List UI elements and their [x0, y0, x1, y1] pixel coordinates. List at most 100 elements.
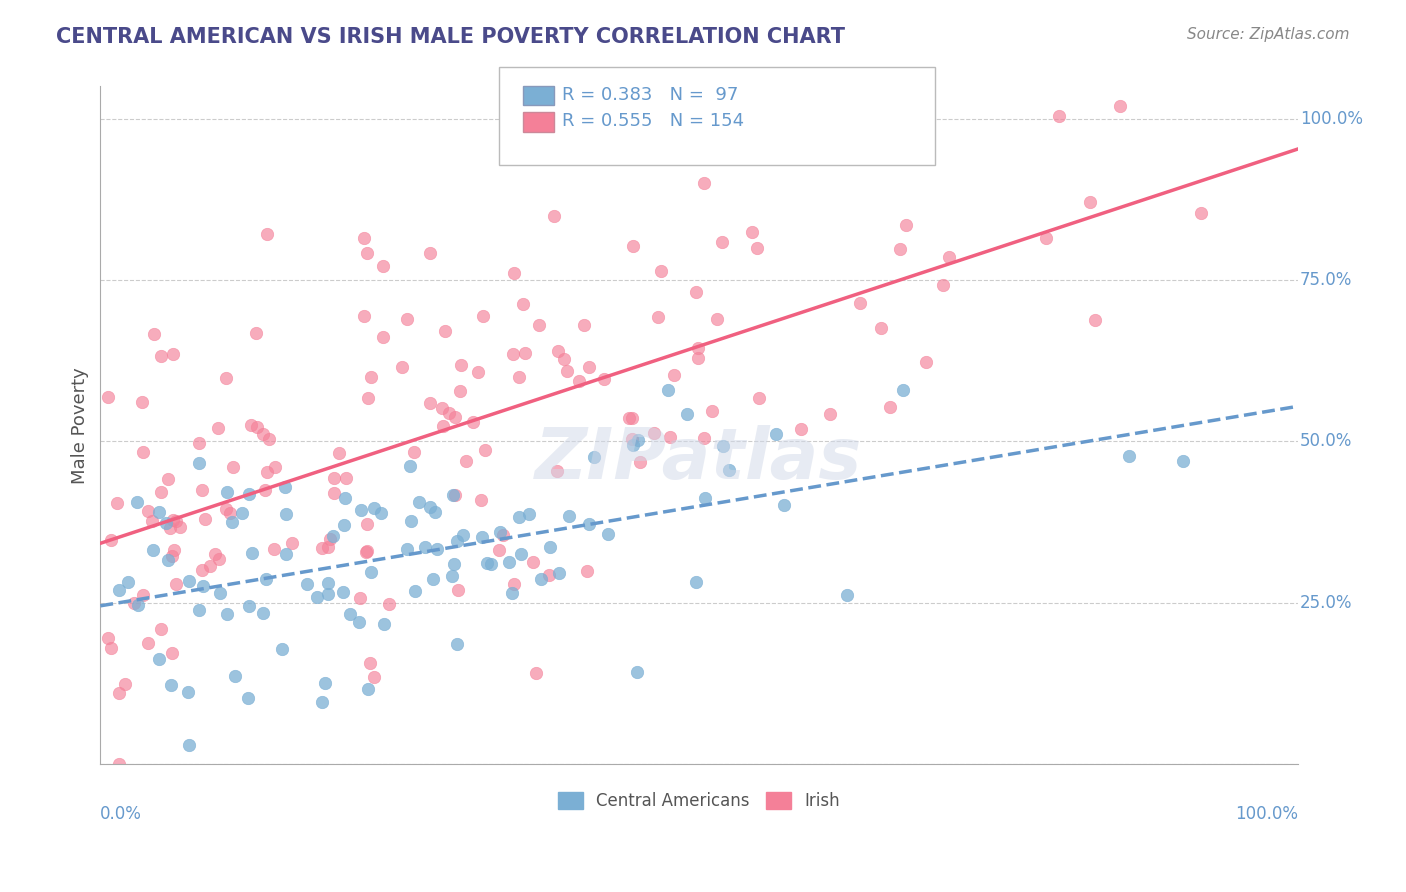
- Point: [451, 528, 474, 542]
- Point: [100, 640, 122, 655]
- Point: [508, 510, 530, 524]
- Point: [318, 586, 340, 600]
- Point: [257, 432, 280, 446]
- Point: [97, 631, 120, 645]
- Point: [307, 591, 329, 605]
- Point: [263, 542, 285, 557]
- Point: [160, 646, 183, 660]
- Point: [446, 637, 468, 651]
- Point: [419, 246, 441, 260]
- Point: [404, 445, 426, 459]
- Point: [441, 569, 464, 583]
- Y-axis label: Male Poverty: Male Poverty: [72, 367, 89, 483]
- Point: [122, 596, 145, 610]
- Point: [246, 420, 269, 434]
- Point: [391, 359, 413, 374]
- Point: [893, 383, 915, 397]
- Point: [502, 576, 524, 591]
- Point: [474, 442, 496, 457]
- Point: [238, 599, 260, 613]
- Point: [422, 572, 444, 586]
- Point: [322, 529, 344, 543]
- Point: [204, 547, 226, 561]
- Point: [915, 355, 938, 369]
- Point: [463, 415, 485, 429]
- Point: [621, 410, 644, 425]
- Point: [149, 623, 172, 637]
- Point: [221, 515, 243, 529]
- Text: 0.0%: 0.0%: [100, 805, 142, 823]
- Point: [479, 557, 502, 571]
- Point: [207, 551, 229, 566]
- Point: [162, 513, 184, 527]
- Point: [276, 548, 298, 562]
- Point: [214, 501, 236, 516]
- Point: [356, 517, 378, 532]
- Point: [349, 615, 371, 630]
- Point: [524, 666, 547, 681]
- Point: [107, 582, 129, 597]
- Point: [789, 422, 811, 436]
- Point: [772, 498, 794, 512]
- Point: [1189, 206, 1212, 220]
- Point: [419, 500, 441, 514]
- Point: [295, 577, 318, 591]
- Point: [353, 231, 375, 245]
- Text: 75.0%: 75.0%: [1301, 271, 1353, 289]
- Text: CENTRAL AMERICAN VS IRISH MALE POVERTY CORRELATION CHART: CENTRAL AMERICAN VS IRISH MALE POVERTY C…: [56, 27, 845, 46]
- Point: [433, 324, 456, 338]
- Point: [252, 606, 274, 620]
- Text: 100.0%: 100.0%: [1234, 805, 1298, 823]
- Point: [357, 391, 380, 405]
- Point: [835, 588, 858, 602]
- Point: [517, 507, 540, 521]
- Point: [136, 504, 159, 518]
- Point: [443, 410, 465, 425]
- Point: [626, 433, 648, 447]
- Point: [117, 575, 139, 590]
- Point: [125, 494, 148, 508]
- Point: [1118, 449, 1140, 463]
- Point: [676, 407, 699, 421]
- Text: R = 0.555   N = 154: R = 0.555 N = 154: [562, 112, 745, 130]
- Point: [441, 488, 464, 502]
- Point: [148, 652, 170, 666]
- Point: [127, 598, 149, 612]
- Point: [238, 487, 260, 501]
- Point: [598, 527, 620, 541]
- Point: [1047, 109, 1070, 123]
- Point: [191, 563, 214, 577]
- Text: R = 0.383   N =  97: R = 0.383 N = 97: [562, 86, 738, 103]
- Point: [224, 669, 246, 683]
- Point: [179, 738, 201, 752]
- Point: [896, 218, 918, 232]
- Point: [879, 401, 901, 415]
- Point: [647, 310, 669, 324]
- Point: [132, 588, 155, 602]
- Point: [373, 616, 395, 631]
- Point: [741, 225, 763, 239]
- Point: [215, 607, 238, 622]
- Point: [546, 464, 568, 478]
- Point: [155, 516, 177, 530]
- Point: [156, 473, 179, 487]
- Point: [252, 426, 274, 441]
- Text: ZIPatlas: ZIPatlas: [536, 425, 863, 493]
- Point: [194, 512, 217, 526]
- Point: [256, 465, 278, 479]
- Point: [510, 547, 533, 561]
- Point: [938, 250, 960, 264]
- Point: [399, 514, 422, 528]
- Point: [413, 541, 436, 555]
- Point: [1035, 231, 1057, 245]
- Point: [717, 463, 740, 477]
- Point: [502, 346, 524, 360]
- Point: [1171, 454, 1194, 468]
- Point: [396, 541, 419, 556]
- Point: [100, 533, 122, 548]
- Point: [141, 514, 163, 528]
- Point: [356, 246, 378, 260]
- Point: [931, 277, 953, 292]
- Point: [547, 343, 569, 358]
- Point: [200, 559, 222, 574]
